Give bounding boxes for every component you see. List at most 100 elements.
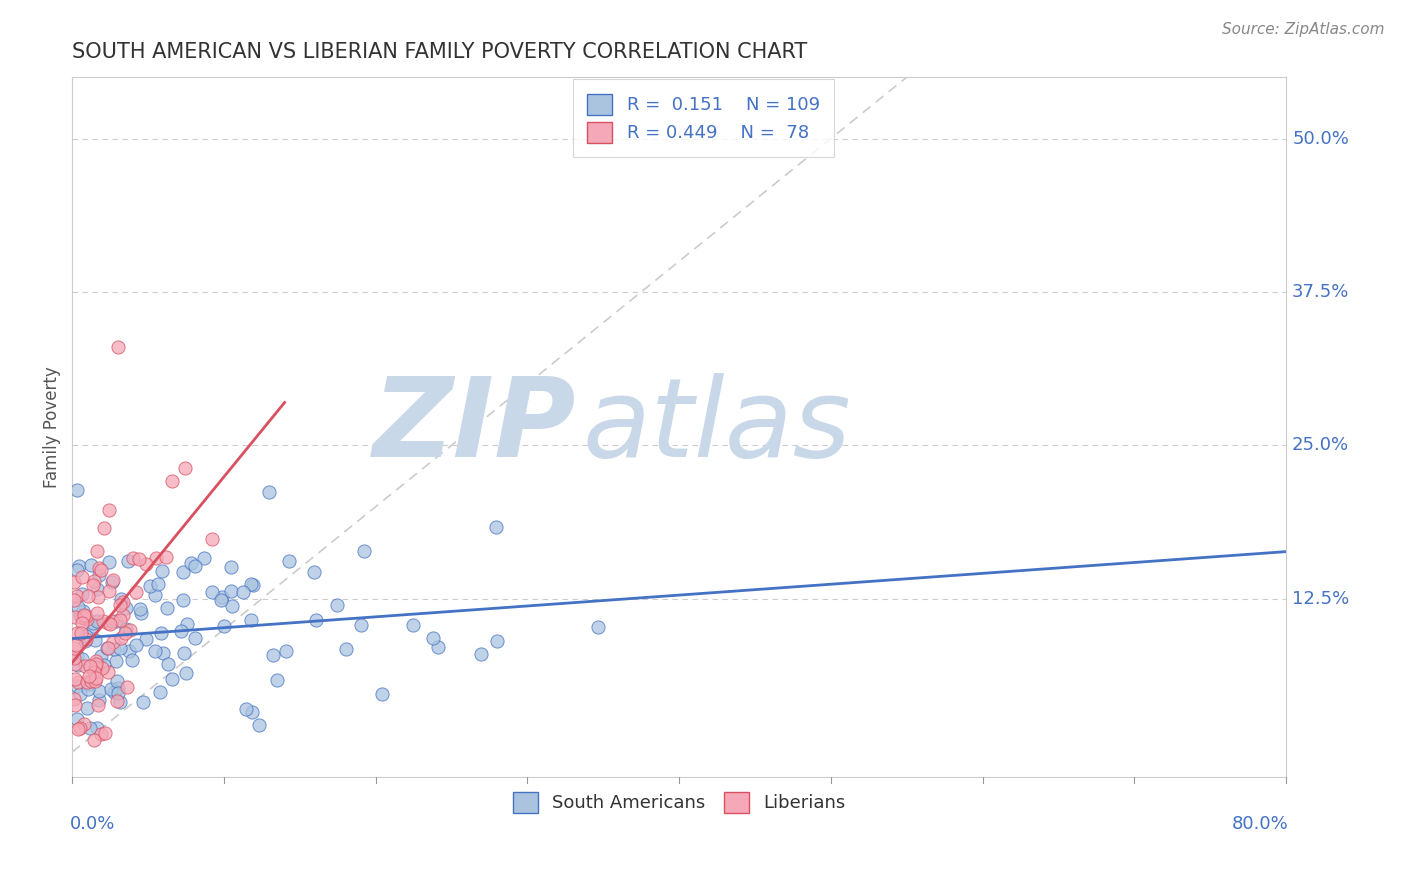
Point [110, 613, 132, 627]
Text: 12.5%: 12.5% [1292, 590, 1350, 607]
Point [76, 681, 98, 696]
Point [76, 612, 98, 626]
Point [75, 632, 97, 646]
Point [72, 605, 94, 619]
Point [426, 640, 449, 655]
Point [219, 584, 242, 599]
Point [76, 701, 98, 715]
Point [107, 681, 129, 695]
Point [115, 680, 138, 694]
Point [66, 483, 89, 498]
Y-axis label: Family Poverty: Family Poverty [44, 366, 60, 488]
Point [240, 706, 263, 720]
Point [257, 484, 280, 499]
Point [94, 726, 117, 740]
Point [353, 544, 375, 558]
Point [118, 623, 141, 637]
Point [62, 575, 84, 590]
Point [77, 676, 100, 690]
Point [73, 658, 96, 673]
Point [184, 631, 207, 645]
Point [145, 550, 167, 565]
Point [62, 640, 84, 655]
Point [72, 610, 94, 624]
Point [118, 643, 141, 657]
Point [93, 521, 115, 535]
Point [170, 624, 193, 638]
Point [108, 695, 131, 709]
Point [89, 692, 111, 706]
Point [86, 615, 108, 629]
Point [96, 640, 118, 655]
Point [90, 661, 112, 675]
Point [91, 614, 114, 628]
Point [160, 673, 183, 687]
Point [98, 616, 121, 631]
Point [150, 626, 173, 640]
Point [129, 607, 152, 621]
Point [148, 576, 170, 591]
Point [66, 563, 89, 577]
Point [66, 679, 89, 693]
Point [75, 629, 97, 643]
Point [66, 626, 89, 640]
Point [176, 617, 198, 632]
Text: Source: ZipAtlas.com: Source: ZipAtlas.com [1222, 22, 1385, 37]
Legend: South Americans, Liberians: South Americans, Liberians [502, 781, 856, 823]
Point [150, 564, 173, 578]
Point [242, 577, 264, 591]
Point [69, 607, 91, 622]
Point [184, 558, 207, 573]
Point [65, 639, 87, 653]
Point [66, 674, 89, 689]
Point [114, 601, 136, 615]
Point [73, 634, 96, 648]
Point [84, 657, 107, 672]
Point [79, 721, 101, 735]
Point [105, 654, 128, 668]
Point [84, 654, 107, 668]
Point [121, 653, 143, 667]
Point [201, 532, 224, 546]
Point [86, 721, 108, 735]
Point [77, 669, 100, 683]
Point [76, 674, 98, 689]
Point [588, 620, 610, 634]
Point [70, 626, 93, 640]
Point [305, 613, 328, 627]
Point [103, 641, 125, 656]
Point [90, 563, 112, 577]
Point [115, 623, 138, 637]
Point [65, 657, 87, 671]
Point [240, 577, 263, 591]
Point [63, 593, 86, 607]
Point [247, 718, 270, 732]
Point [143, 588, 166, 602]
Point [69, 558, 91, 573]
Point [201, 585, 224, 599]
Point [100, 681, 122, 696]
Point [84, 659, 107, 673]
Text: 25.0%: 25.0% [1292, 436, 1350, 454]
Point [100, 614, 122, 628]
Point [70, 652, 93, 666]
Point [152, 646, 174, 660]
Point [82, 616, 104, 631]
Point [422, 632, 444, 646]
Point [129, 601, 152, 615]
Point [240, 614, 263, 628]
Point [101, 575, 124, 590]
Point [66, 600, 89, 615]
Point [212, 619, 235, 633]
Point [87, 567, 110, 582]
Point [122, 550, 145, 565]
Text: SOUTH AMERICAN VS LIBERIAN FAMILY POVERTY CORRELATION CHART: SOUTH AMERICAN VS LIBERIAN FAMILY POVERT… [72, 42, 807, 62]
Point [97, 615, 120, 630]
Point [486, 634, 509, 648]
Point [135, 558, 157, 572]
Text: 37.5%: 37.5% [1292, 283, 1350, 301]
Point [83, 665, 105, 679]
Point [66, 658, 89, 673]
Text: atlas: atlas [582, 374, 851, 481]
Point [131, 695, 153, 709]
